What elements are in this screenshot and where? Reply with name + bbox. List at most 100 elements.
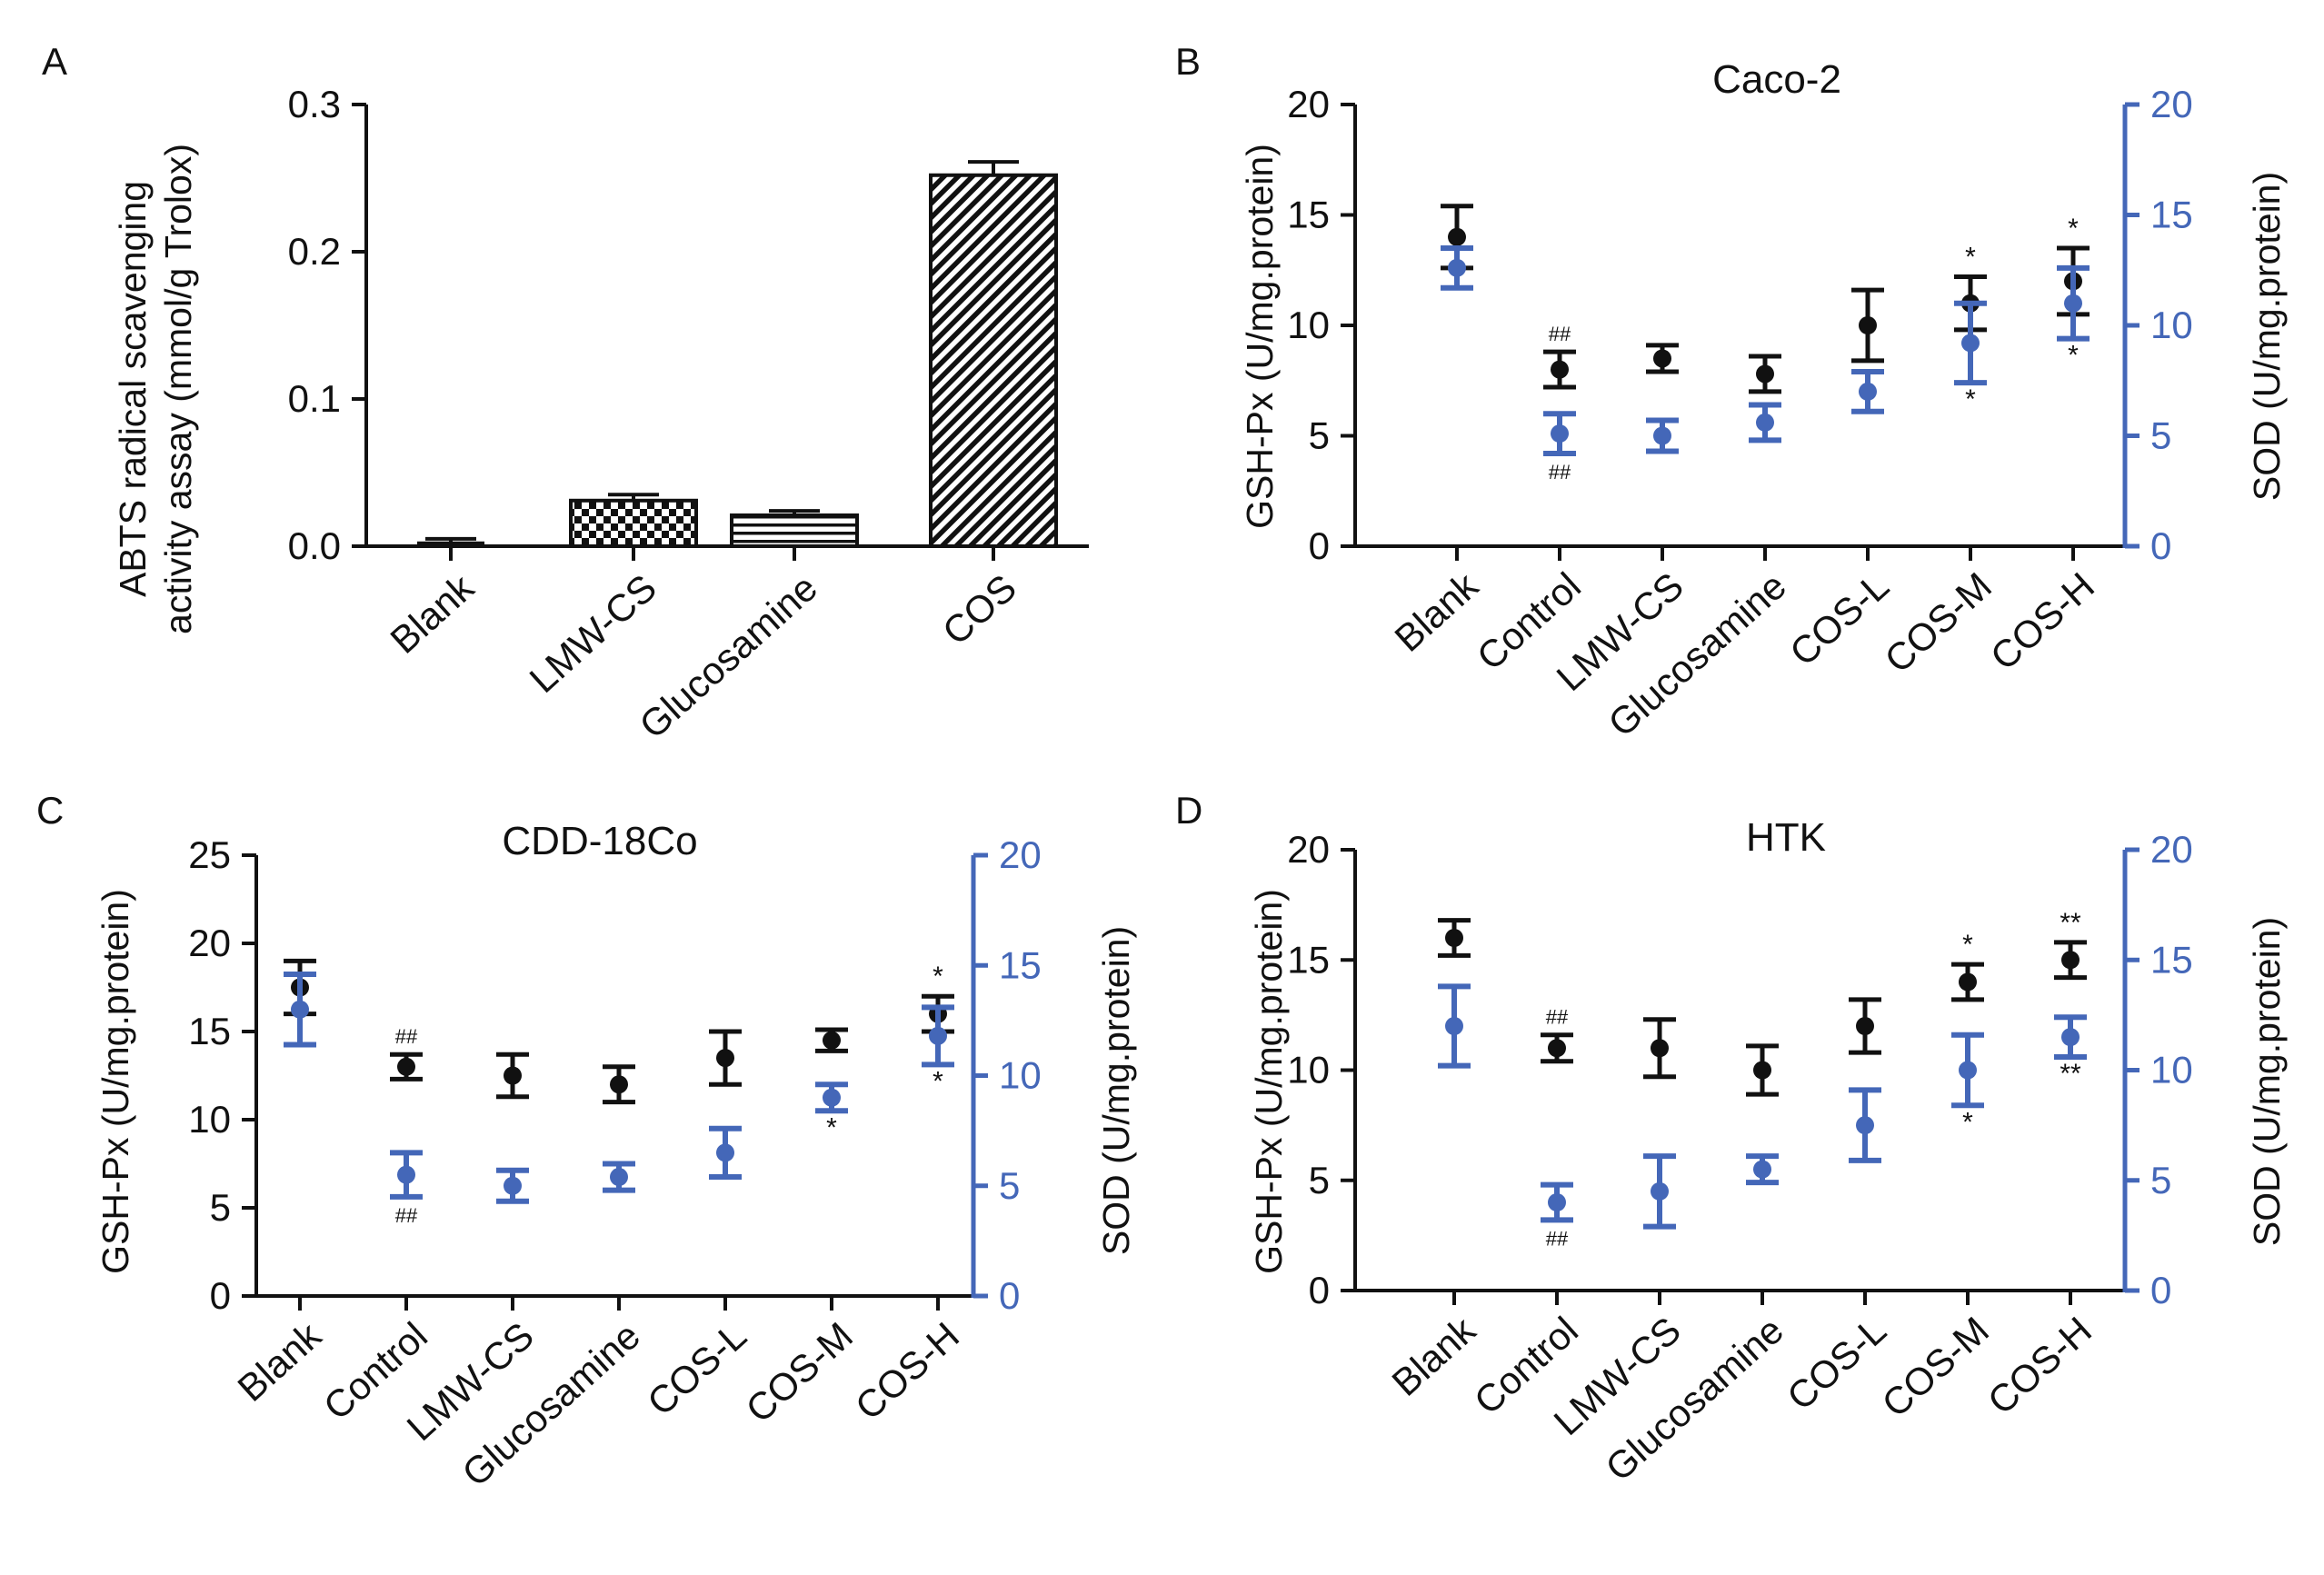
panel-b: B Caco-2 GSH-Px (U/mg.protein) SOD (U/mg… [1175,40,2288,745]
sod-significance-mark: ## [1549,461,1571,483]
y-tick-label-left: 10 [1287,1049,1330,1092]
sod-point [929,1026,947,1045]
gsh-px-point [1753,1061,1771,1080]
x-tick-label-a: LMW-CS [522,566,664,701]
y-axis-title-a: ABTS radical scavenging [112,181,154,597]
y-axis-title-a-line2: activity assay (mmol/g Trolox) [157,144,199,634]
y-tick-label-right: 10 [2150,1049,2193,1092]
y-axis-title-right-b: SOD (U/mg.protein) [2246,172,2288,501]
sod-point [1959,1061,1977,1080]
panel-label-a: A [42,40,67,83]
y-tick-label-left: 5 [210,1186,231,1229]
sod-point [1445,1017,1463,1035]
x-tick-label: COS-M [1877,564,2000,682]
sod-point [2061,1028,2080,1047]
sod-significance-mark: ## [1546,1227,1569,1250]
gsh-px-point [1756,364,1774,384]
y-tick-label-left: 15 [188,1010,231,1052]
y-tick-label-a: 0.1 [288,377,341,420]
gsh-px-significance-mark: * [2068,214,2079,244]
x-tick-label: COS-H [1982,564,2102,678]
y-tick-label-right: 20 [999,833,1042,876]
y-axis-title-left-b: GSH-Px (U/mg.protein) [1239,144,1281,529]
y-tick-label-right: 15 [2150,194,2193,236]
gsh-px-point [1548,1039,1566,1058]
gsh-px-significance-mark: ** [2060,908,2081,938]
y-tick-label-right: 10 [999,1054,1042,1097]
y-tick-label-left: 5 [1309,414,1330,457]
y-tick-label-right: 0 [999,1274,1020,1317]
y-tick-label-right: 5 [999,1164,1020,1207]
gsh-px-point [2061,951,2080,970]
y-tick-label-left: 0 [210,1274,231,1317]
y-tick-label-right: 20 [2150,828,2193,871]
x-tick-label: COS-H [847,1314,967,1428]
gsh-px-point [1653,349,1671,368]
y-tick-label-right: 5 [2150,1159,2171,1201]
chart-title-d: HTK [1746,815,1826,860]
chart-title-c: CDD-18Co [502,819,697,863]
y-axis-title-right-c: SOD (U/mg.protein) [1095,926,1137,1255]
panel-c: C CDD-18Co GSH-Px (U/mg.protein) SOD (U/… [36,789,1137,1495]
gsh-px-point [1551,360,1569,379]
x-tick-label: COS-L [1779,1309,1894,1419]
gsh-px-significance-mark: * [933,962,943,992]
gsh-px-point [397,1057,415,1076]
sod-significance-mark: * [1965,384,1976,414]
panel-label-b: B [1175,40,1201,83]
y-tick-label-left: 5 [1309,1159,1330,1201]
sod-significance-mark: * [2068,341,2079,371]
gsh-px-point [1448,227,1466,246]
panel-d: D HTK GSH-Px (U/mg.protein) SOD (U/mg.pr… [1175,789,2288,1490]
y-tick-label-left: 10 [1287,304,1330,346]
y-tick-label-left: 0 [1309,524,1330,567]
y-tick-label-right: 0 [2150,524,2171,567]
y-tick-label-left: 15 [1287,938,1330,981]
gsh-px-point [610,1075,628,1094]
plot-area-d: 0510152005101520BlankControlLMW-CSGlucos… [1287,828,2192,1490]
x-tick-label-a: COS [934,566,1024,653]
sod-point [716,1143,734,1162]
sod-point [1961,334,1980,353]
panel-a: A ABTS radical scavenging activity assay… [42,40,1089,747]
sod-significance-mark: ** [2060,1059,2081,1089]
plot-area-c: 051015202505101520BlankControlLMW-CSGluc… [188,833,1041,1495]
x-tick-label: COS-L [1781,564,1897,674]
y-tick-label-right: 0 [2150,1269,2171,1311]
y-axis-title-left-c: GSH-Px (U/mg.protein) [95,889,136,1274]
bar-cos [929,173,1058,548]
gsh-px-significance-mark: ## [395,1025,418,1048]
gsh-px-point [823,1031,841,1050]
gsh-px-point [504,1066,522,1085]
bar-glucosamine [730,513,859,548]
panel-label-d: D [1175,789,1202,832]
sod-point [610,1168,628,1187]
plot-area-b: 0510152005101520BlankControlLMW-CSGlucos… [1287,83,2192,745]
sod-point [1551,424,1569,444]
y-tick-label-right: 15 [2150,938,2193,981]
sod-significance-mark: ## [395,1204,418,1227]
sod-point [1859,382,1877,401]
y-axis-title-right-d: SOD (U/mg.protein) [2246,917,2288,1246]
gsh-px-point [1959,972,1977,992]
bar-lmw-cs [569,498,698,549]
gsh-px-significance-mark: ## [1549,323,1571,345]
bar-blank [417,541,484,549]
x-tick-label: Blank [229,1313,329,1410]
y-axis-label-a: ABTS radical scavenging activity assay (… [112,144,199,634]
gsh-px-significance-mark: ## [1546,1006,1569,1029]
gsh-px-point [1856,1017,1874,1035]
x-tick-label-a: Blank [382,565,482,662]
sod-point [1856,1116,1874,1135]
sod-point [2064,294,2082,313]
x-tick-label: COS-H [1980,1309,2100,1422]
y-tick-label-a: 0.2 [288,230,341,273]
x-tick-label: COS-L [639,1314,754,1424]
y-tick-label-left: 20 [1287,828,1330,871]
x-tick-label: COS-M [738,1314,861,1431]
gsh-px-point [1859,316,1877,334]
y-tick-label-left: 20 [1287,83,1330,125]
y-tick-label-right: 10 [2150,304,2193,346]
sod-point [1653,426,1671,445]
